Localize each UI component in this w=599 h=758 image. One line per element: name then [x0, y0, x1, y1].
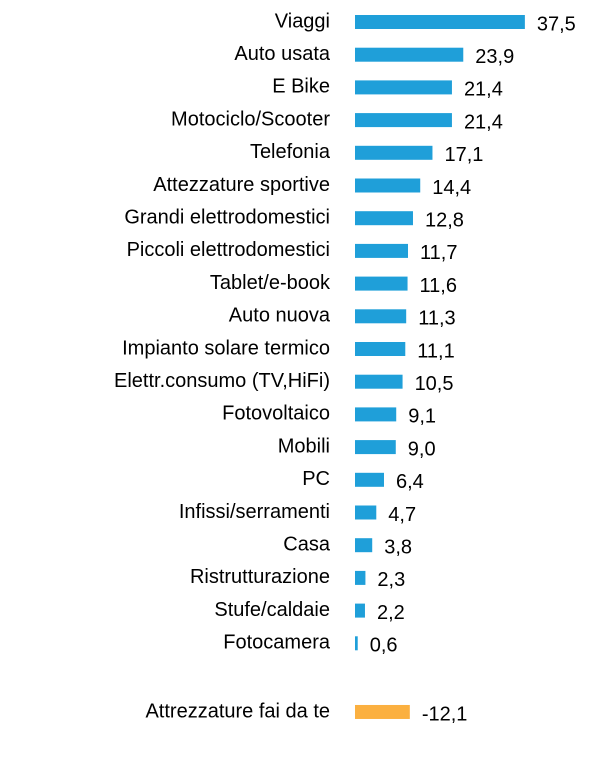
category-label: Piccoli elettrodomestici — [127, 239, 330, 261]
category-label: Fotocamera — [223, 632, 331, 654]
category-label: E Bike — [272, 76, 330, 98]
category-label: Mobili — [278, 435, 330, 457]
value-label: 11,7 — [420, 242, 457, 264]
value-label: 3,8 — [384, 536, 412, 558]
category-label: Casa — [283, 533, 331, 555]
bar — [355, 211, 413, 226]
bar — [355, 603, 365, 618]
bar — [355, 243, 409, 258]
category-label: Infissi/serramenti — [179, 501, 330, 523]
value-label: 37,5 — [537, 13, 576, 35]
bar — [355, 276, 408, 291]
category-label: Auto usata — [234, 43, 331, 65]
bar — [355, 309, 407, 324]
value-label: 10,5 — [415, 373, 454, 395]
category-label: Impianto solare termico — [122, 337, 330, 359]
value-label: 11,1 — [417, 340, 454, 362]
category-label: Tablet/e-book — [210, 272, 331, 294]
value-label: 9,1 — [408, 406, 436, 428]
bar — [355, 440, 396, 455]
category-label: Stufe/caldaie — [214, 599, 330, 621]
value-label: 11,3 — [418, 308, 455, 330]
category-label: Fotovoltaico — [222, 403, 330, 425]
value-label: 4,7 — [388, 504, 416, 526]
bar — [355, 472, 384, 487]
value-label: 21,4 — [464, 111, 503, 133]
bar — [355, 538, 373, 553]
value-label: 6,4 — [396, 471, 424, 493]
value-label: 23,9 — [475, 46, 514, 68]
category-label: Attrezzature fai da te — [145, 700, 330, 722]
category-label: Elettr.consumo (TV,HiFi) — [114, 370, 330, 392]
bar — [355, 374, 403, 389]
bar — [355, 505, 377, 520]
bar — [355, 570, 366, 585]
category-label: PC — [302, 468, 330, 490]
bar — [355, 178, 421, 193]
bar — [355, 15, 525, 29]
bar — [355, 342, 406, 356]
value-label: 12,8 — [425, 209, 464, 231]
category-label: Ristrutturazione — [190, 566, 330, 588]
value-label: 9,0 — [408, 438, 436, 460]
value-label: 2,3 — [377, 569, 405, 591]
category-label: Auto nuova — [229, 305, 331, 327]
bar — [355, 80, 452, 95]
value-label: 11,6 — [420, 275, 457, 297]
bar — [355, 636, 358, 651]
bar — [355, 113, 452, 128]
value-label: 0,6 — [370, 635, 398, 657]
category-label: Viaggi — [275, 10, 330, 32]
value-label: 2,2 — [377, 602, 405, 624]
bar — [355, 47, 464, 62]
category-label: Motociclo/Scooter — [171, 108, 330, 130]
value-label: -12,1 — [422, 703, 468, 725]
value-label: 14,4 — [432, 177, 471, 199]
value-label: 17,1 — [444, 144, 483, 166]
bar — [355, 704, 410, 719]
category-label: Grandi elettrodomestici — [124, 206, 330, 228]
category-label: Attezzature sportive — [153, 174, 330, 196]
category-label: Telefonia — [250, 141, 331, 163]
value-label: 21,4 — [464, 79, 503, 101]
bar — [355, 407, 397, 422]
bar — [355, 145, 433, 160]
